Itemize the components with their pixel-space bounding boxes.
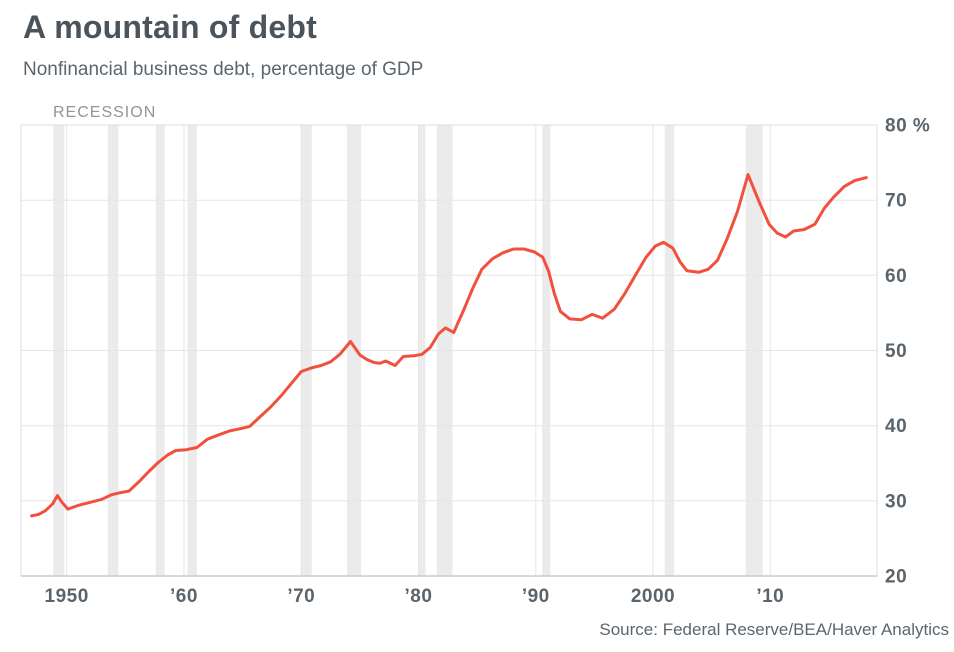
- y-tick-label: 70: [885, 191, 907, 212]
- x-tick-label: 1950: [45, 586, 89, 607]
- x-tick-label: ’70: [287, 586, 315, 607]
- source-attribution: Source: Federal Reserve/BEA/Haver Analyt…: [599, 620, 949, 639]
- x-tick-label: ’80: [405, 586, 433, 607]
- chart-subtitle: Nonfinancial business debt, percentage o…: [23, 59, 424, 80]
- chart-title: A mountain of debt: [23, 9, 317, 45]
- x-tick-label: 2000: [631, 586, 675, 607]
- y-axis-labels: 20 30 40 50 60 70 80 %: [885, 116, 930, 588]
- recession-legend-label: RECESSION: [53, 104, 157, 121]
- x-axis-labels: 1950 ’60 ’70 ’80 ’90 2000 ’10: [45, 586, 784, 607]
- x-tick-label: ’90: [522, 586, 550, 607]
- y-tick-label: 60: [885, 266, 907, 287]
- debt-line-series: [30, 173, 868, 518]
- y-tick-label: 20: [885, 567, 907, 588]
- y-tick-label: 50: [885, 341, 907, 362]
- gridlines: [21, 125, 877, 576]
- x-tick-label: ’10: [756, 586, 784, 607]
- y-tick-label: 80 %: [885, 116, 930, 137]
- y-tick-label: 40: [885, 416, 907, 437]
- y-tick-label: 30: [885, 491, 907, 512]
- x-tick-label: ’60: [170, 586, 198, 607]
